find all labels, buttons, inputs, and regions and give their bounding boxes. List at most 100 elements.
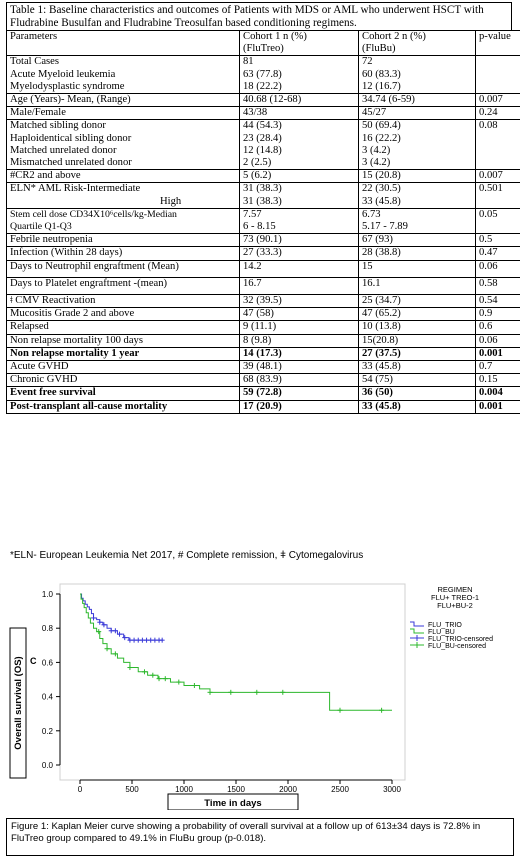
y-tick-label: 0.4 [42,693,54,702]
cell-pvalue-line: 0.24 [479,107,498,119]
cell-cohort1-line: 12 (14.8) [243,144,282,156]
legend-title-line: FLU+ TREO-1 [431,593,479,602]
cell-cohort1: 43/38 [239,106,359,121]
cell-cohort2-line: 25 (34.7) [362,295,401,307]
table-row: Days to Platelet engraftment -(mean) 16.7… [6,276,520,296]
table-row: Non relapse mortality 100 days 8 (9.8) 15(… [6,333,520,348]
cell-cohort2-line: 28 (38.8) [362,247,401,259]
cell-parameter-line: Quartile Q1-Q3 [10,221,72,233]
table-row: Post-transplant all-cause mortality 17 (2… [6,399,520,414]
legend-swatch [410,621,424,627]
cell-cohort2-line: 3 (4.2) [362,157,391,169]
cell-cohort2: 47 (65.2) [358,307,476,322]
cell-pvalue-line: 0.54 [479,295,498,307]
cell-cohort2: 16.1 [358,276,476,296]
km-curve-flu-trio [80,593,164,641]
table-row: ELN* AML Risk-Intermediate High 31 (38.3) 3… [6,182,520,209]
x-tick-label: 0 [78,785,83,794]
cell-parameter-line: ELN* AML Risk-Intermediate [10,183,141,195]
cell-pvalue-line: 0.06 [479,260,498,272]
cell-parameter-line: Stem cell dose CD34X10⁶cells/kg-Median [10,208,177,220]
cell-cohort1: 16.7 [239,276,359,296]
cell-cohort2-line: 45/27 [362,107,387,119]
cell-cohort1-line: 14.2 [243,260,262,272]
cell-cohort2-line: 6.73 [362,208,381,220]
cell-parameter: Event free survival [6,386,240,401]
table-row: Matched sibling donor Haploidentical sibl… [6,119,520,171]
header-pvalue: p-value [475,29,520,57]
cell-cohort2-line: 12 (16.7) [362,80,401,92]
cell-parameter-line: Febrile neutropenia [10,234,93,246]
cell-parameter-line: Age (Years)- Mean, (Range) [10,94,131,106]
cell-parameter-line: Days to Platelet engraftment -(mean) [10,277,168,289]
cell-parameter-line: Infection (Within 28 days) [10,247,123,259]
y-axis-label: Overall survival (OS) [13,656,24,749]
cell-pvalue-line: 0.001 [479,400,503,412]
cell-cohort2: 34.74 (6-59) [358,93,476,108]
cell-pvalue: 0.001 [475,346,520,362]
y-tick-label: 1.0 [42,590,54,599]
cell-parameter: Stem cell dose CD34X10⁶cells/kg-Median Qu… [6,207,240,235]
cell-parameter: ELN* AML Risk-Intermediate High [6,182,240,209]
legend-entry: FLU_TRIO-censored [428,636,493,643]
cell-parameter: Total Cases Acute Myeloid leukemia Myelody… [6,55,240,95]
cell-parameter-line: ǂ CMV Reactivation [10,295,96,307]
header-parameters: Parameters [6,29,240,57]
header-cohort2-line1: Cohort 2 n (%) [362,31,426,42]
cell-cohort1: 59 (72.8) [239,386,359,401]
cell-parameter: #CR2 and above [6,169,240,184]
cell-pvalue-line: 0.007 [479,94,503,106]
cell-pvalue-line: 0.58 [479,277,498,289]
cell-pvalue: 0.5 [475,233,520,248]
legend-entry: FLU_BU-censored [428,643,486,650]
cell-cohort2-line: 16 (22.2) [362,132,401,144]
cell-pvalue: 0.05 [475,207,520,235]
cell-pvalue: 0.06 [475,259,520,278]
cell-cohort2-line: 54 (75) [362,374,393,386]
cell-cohort1-line: 68 (83.9) [243,374,282,386]
cell-cohort2: 36 (50) [358,386,476,401]
cell-cohort2-line: 47 (65.2) [362,308,401,320]
cell-cohort2-line: 72 [362,56,373,68]
table-row: Relapsed 9 (11.1) 10 (13.8) 0.6 [6,320,520,335]
cell-parameter-line: Haploidentical sibling donor [10,132,132,144]
cell-cohort1: 27 (33.3) [239,246,359,261]
cell-cohort2: 22 (30.5) 33 (45.8) [358,182,476,209]
cell-parameter: Post-transplant all-cause mortality [6,399,240,414]
cell-cohort2: 6.73 5.17 - 7.89 [358,207,476,235]
cell-cohort1: 14.2 [239,259,359,278]
cell-cohort1: 31 (38.3) 31 (38.3) [239,182,359,209]
cell-cohort1: 81 63 (77.8) 18 (22.2) [239,55,359,95]
cell-cohort1-line: 5 (6.2) [243,170,272,182]
cell-cohort2: 54 (75) [358,373,476,388]
cell-pvalue-line: 0.7 [479,361,493,373]
cell-parameter: Non relapse mortality 100 days [6,333,240,348]
cell-cohort1-line: 31 (38.3) [243,183,282,195]
km-chart: 0.0 0.2 0.4 0.6 0.8 1.0 0 500 1000 1500 2000 2500 30… [9,583,493,811]
legend-title-line: REGIMEN [437,585,472,594]
cell-parameter-line: Non relapse mortality 1 year [10,347,140,359]
cell-cohort1-line: 39 (48.1) [243,361,282,373]
table-row: Non relapse mortality 1 year 14 (17.3) 27 … [6,346,520,362]
cell-parameter-line: Myelodysplastic syndrome [10,80,125,92]
cell-cohort2-line: 34.74 (6-59) [362,94,415,106]
cell-parameter-line: Total Cases [10,56,59,68]
cell-cohort2-line: 16.1 [362,277,381,289]
table-row: Age (Years)- Mean, (Range) 40.68 (12-68) 3… [6,93,520,108]
cell-cohort1: 44 (54.3) 23 (28.4) 12 (14.8) 2 (2.5) [239,119,359,171]
cell-cohort1-line: 59 (72.8) [243,387,282,399]
cell-cohort1: 40.68 (12-68) [239,93,359,108]
cell-cohort2: 72 60 (83.3) 12 (16.7) [358,55,476,95]
cell-cohort2-line: 15(20.8) [362,334,399,346]
cell-cohort2-line: 22 (30.5) [362,183,401,195]
cell-parameter: ǂ CMV Reactivation [6,294,240,309]
cell-cohort1: 17 (20.9) [239,399,359,414]
cell-cohort2-line: 15 [362,260,373,272]
legend-swatch [410,628,424,634]
cell-cohort1: 73 (90.1) [239,233,359,248]
cell-cohort1-line: 73 (90.1) [243,234,282,246]
cell-parameter: Days to Platelet engraftment -(mean) [6,276,240,296]
ylabel-box [9,627,27,779]
cell-pvalue-line: 0.007 [479,170,503,182]
cell-pvalue: 0.08 [475,119,520,171]
